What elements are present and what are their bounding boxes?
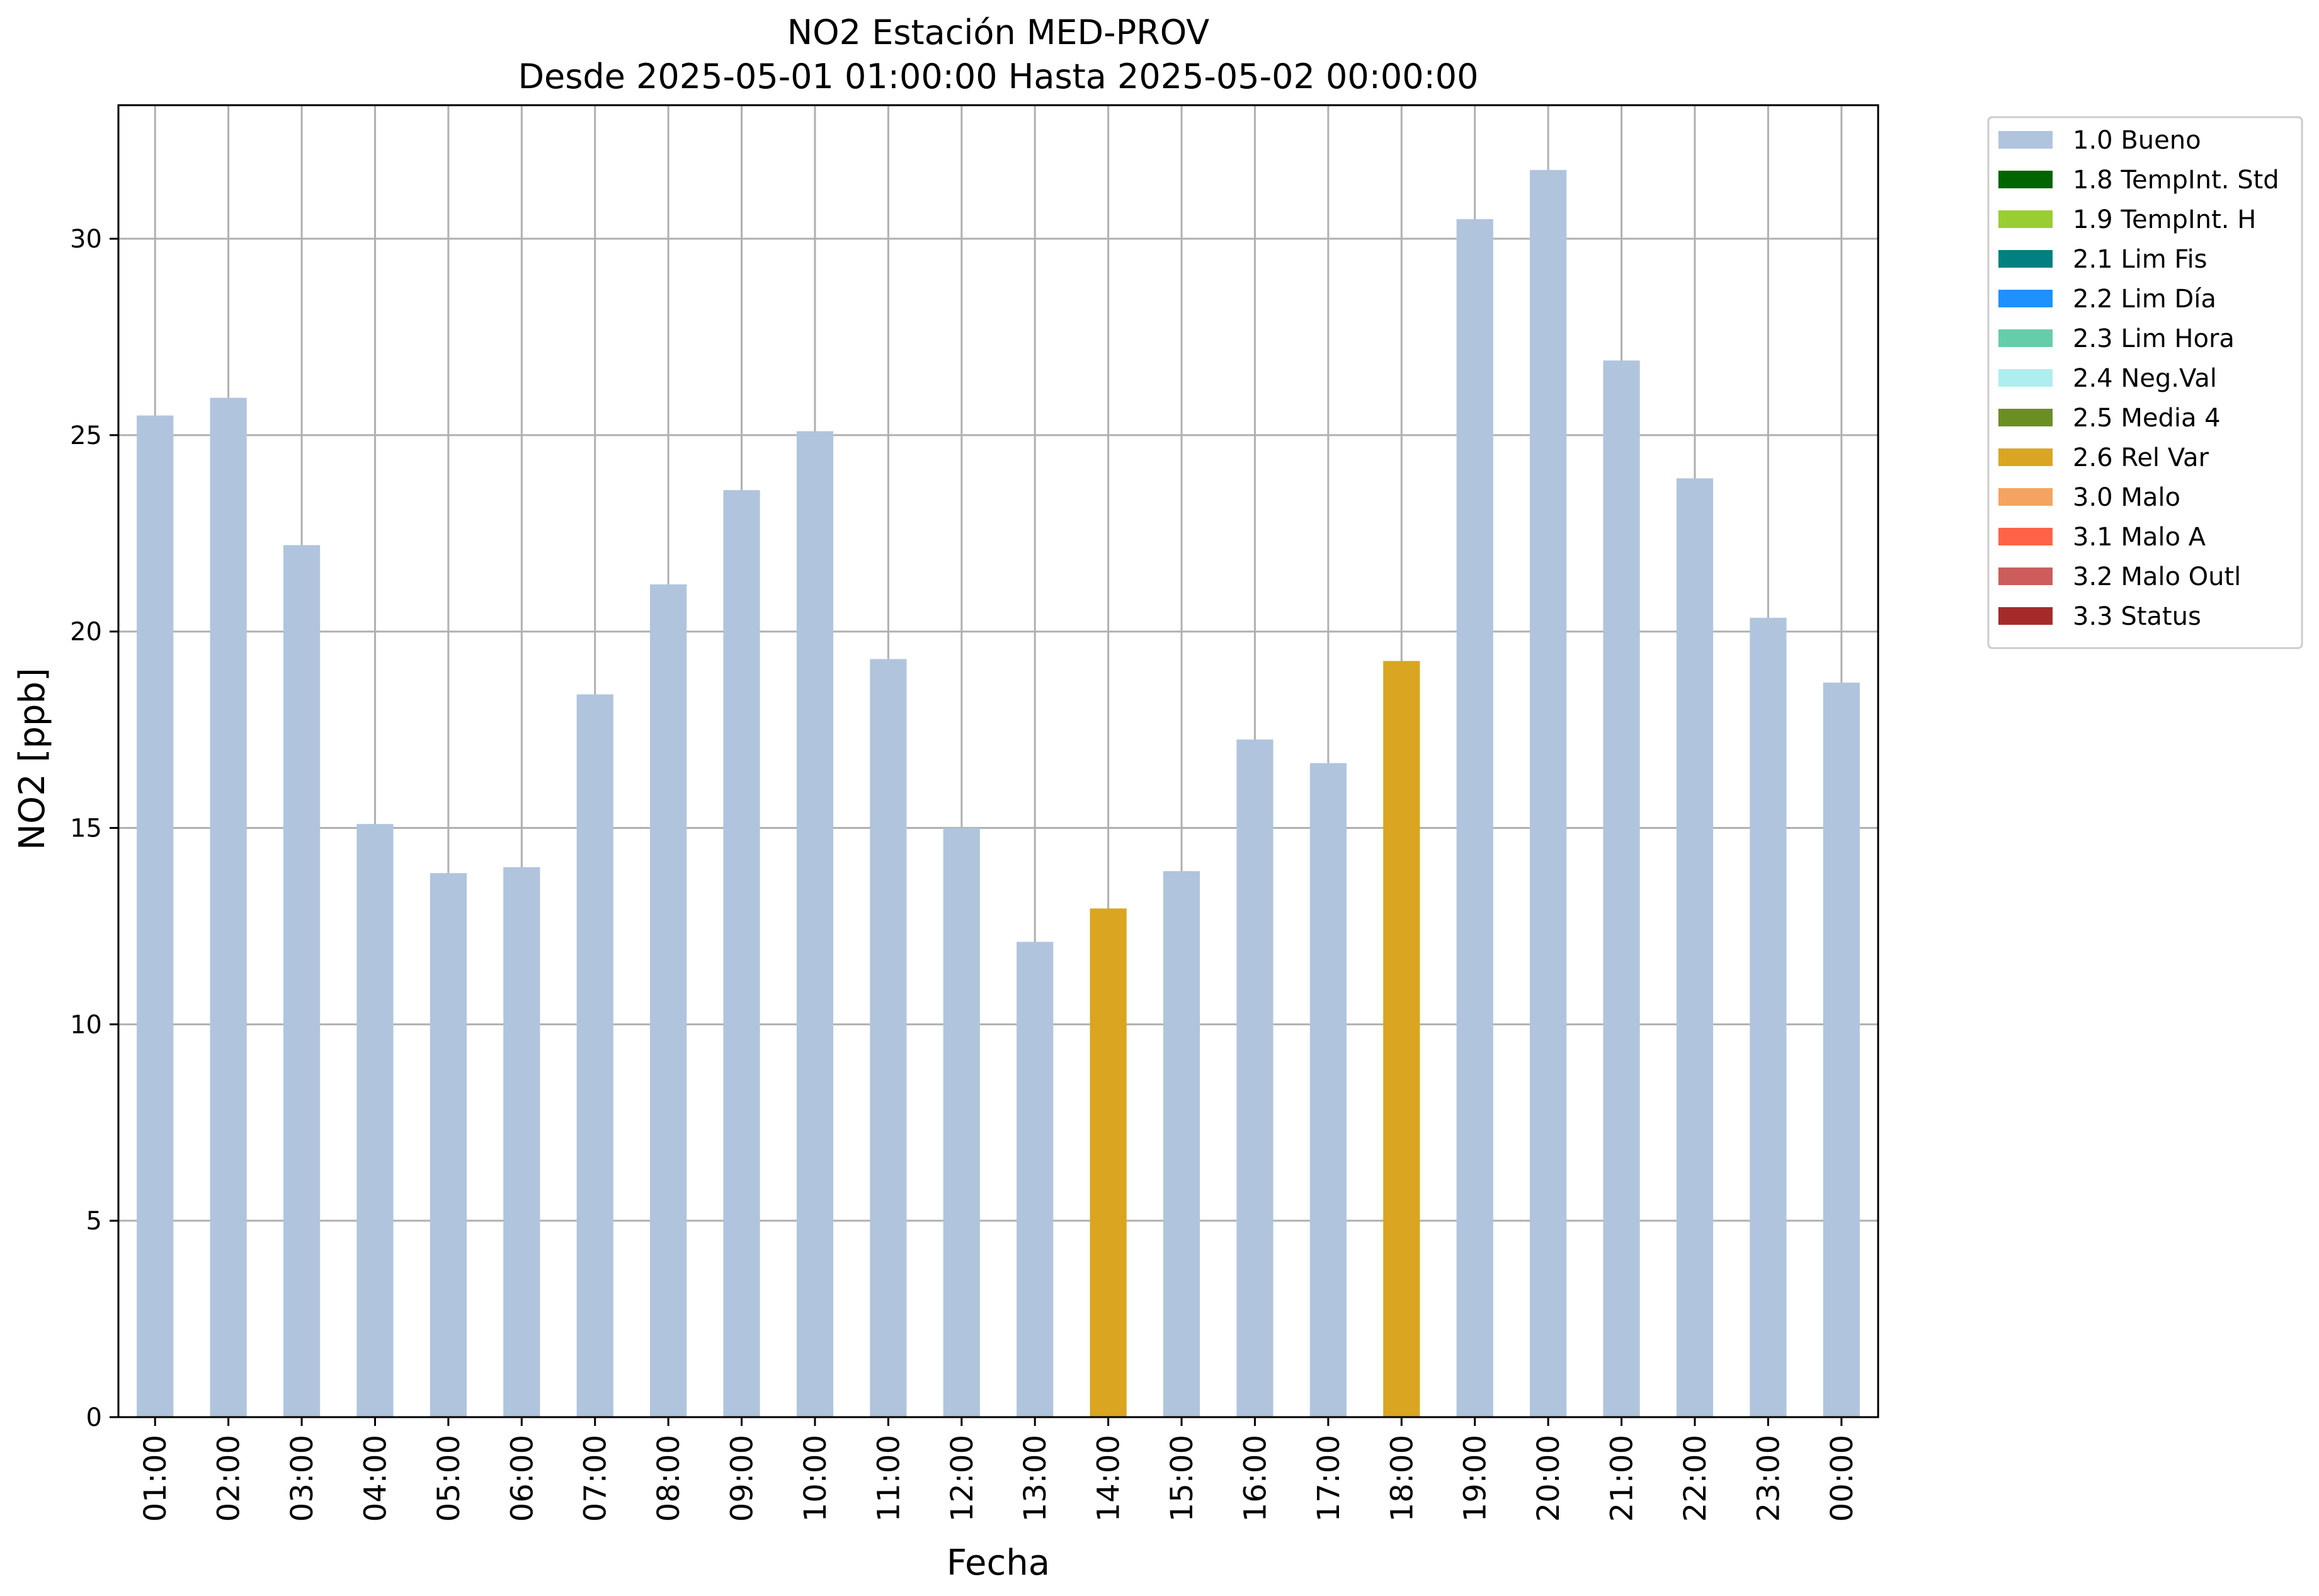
- x-tick-label: 06:00: [504, 1435, 540, 1522]
- x-tick-label: 09:00: [725, 1435, 760, 1522]
- legend-label: 1.9 TempInt. H: [2073, 205, 2256, 234]
- legend-label: 1.0 Bueno: [2073, 126, 2201, 155]
- y-tick-label: 15: [70, 814, 102, 843]
- legend-label: 3.2 Malo Outl: [2073, 562, 2241, 591]
- legend-swatch: [1998, 607, 2053, 625]
- legend-label: 2.3 Lim Hora: [2073, 324, 2235, 353]
- legend-swatch: [1998, 210, 2053, 228]
- y-axis-ticks: 0 5 10 15 20 25 30: [70, 225, 118, 1432]
- legend-swatch: [1998, 290, 2053, 307]
- legend-label: 2.4 Neg.Val: [2073, 364, 2217, 393]
- chart-title-line2: Desde 2025-05-01 01:00:00 Hasta 2025-05-…: [518, 57, 1478, 96]
- y-axis-label: NO2 [ppb]: [12, 668, 53, 850]
- legend-swatch: [1998, 567, 2053, 585]
- x-tick-label: 22:00: [1678, 1435, 1713, 1522]
- x-tick-label: 21:00: [1605, 1435, 1640, 1522]
- bar: [210, 397, 247, 1417]
- x-tick-label: 20:00: [1531, 1435, 1566, 1522]
- x-tick-label: 05:00: [431, 1435, 467, 1522]
- legend-swatch: [1998, 131, 2053, 149]
- plot-frame: [117, 104, 1879, 1418]
- bar: [356, 824, 394, 1417]
- legend-label: 2.2 Lim Día: [2073, 285, 2216, 314]
- legend-swatch: [1998, 369, 2053, 387]
- legend: 1.0 Bueno 1.8 TempInt. Std 1.9 TempInt. H 2…: [1987, 116, 2303, 649]
- x-tick-label: 12:00: [945, 1435, 980, 1522]
- y-tick-label: 10: [70, 1010, 102, 1039]
- y-tick-label: 0: [86, 1403, 102, 1432]
- legend-swatch: [1998, 329, 2053, 347]
- legend-label: 3.1 Malo A: [2073, 523, 2206, 552]
- x-tick-label: 15:00: [1165, 1435, 1200, 1522]
- chart-title-line1: NO2 Estación MED-PROV: [787, 13, 1209, 52]
- legend-label: 2.1 Lim Fis: [2073, 245, 2207, 274]
- legend-label: 1.8 TempInt. Std: [2073, 166, 2279, 195]
- x-tick-label: 17:00: [1311, 1435, 1347, 1522]
- legend-swatch: [1998, 409, 2053, 426]
- y-tick-label: 20: [70, 618, 102, 647]
- x-tick-label: 19:00: [1458, 1435, 1493, 1522]
- x-tick-label: 03:00: [285, 1435, 320, 1522]
- bars: [137, 169, 1860, 1418]
- bar: [283, 545, 321, 1418]
- bar: [1823, 682, 1860, 1417]
- bar: [870, 659, 907, 1417]
- y-tick-label: 5: [86, 1207, 102, 1236]
- x-tick-label: 10:00: [798, 1435, 833, 1522]
- legend-swatch: [1998, 250, 2053, 268]
- bar: [1236, 739, 1273, 1417]
- x-tick-label: 23:00: [1751, 1435, 1786, 1522]
- legend-label: 2.5 Media 4: [2073, 404, 2221, 433]
- bar: [1676, 478, 1714, 1418]
- legend-frame: [1987, 116, 2303, 649]
- legend-swatch: [1998, 528, 2053, 545]
- x-tick-label: 07:00: [578, 1435, 613, 1522]
- x-tick-label: 04:00: [358, 1435, 393, 1522]
- bar: [1456, 219, 1493, 1418]
- x-tick-label: 02:00: [212, 1435, 247, 1522]
- bar: [723, 490, 760, 1417]
- bar: [503, 867, 540, 1417]
- bar: [430, 873, 467, 1417]
- legend-swatch: [1998, 171, 2053, 188]
- y-tick-label: 25: [70, 421, 102, 450]
- bar: [796, 431, 834, 1417]
- x-tick-label: 13:00: [1018, 1435, 1053, 1522]
- legend-label: 3.3 Status: [2073, 602, 2201, 631]
- bar: [1090, 908, 1127, 1417]
- bar: [650, 584, 687, 1418]
- x-tick-label: 00:00: [1825, 1435, 1860, 1522]
- bar: [1603, 360, 1640, 1417]
- x-tick-label: 11:00: [871, 1435, 906, 1522]
- x-axis-label: Fecha: [947, 1542, 1050, 1583]
- legend-label: 3.0 Malo: [2073, 483, 2180, 512]
- y-tick-label: 30: [70, 225, 102, 254]
- bar: [1309, 763, 1347, 1417]
- legend-label: 2.6 Rel Var: [2073, 443, 2209, 472]
- bar: [1017, 942, 1054, 1417]
- bar: [1530, 169, 1567, 1417]
- bar: [1163, 871, 1200, 1417]
- x-tick-label: 01:00: [138, 1435, 173, 1522]
- legend-swatch: [1998, 488, 2053, 506]
- x-tick-label: 16:00: [1238, 1435, 1273, 1522]
- bar: [943, 828, 980, 1417]
- x-axis-ticks: 01:00 02:00 03:00 04:00 05:00 06:00 07:00 08:00…: [138, 1417, 1860, 1522]
- bar: [1383, 661, 1420, 1417]
- bar: [576, 694, 613, 1417]
- x-tick-label: 18:00: [1384, 1435, 1420, 1522]
- x-tick-label: 08:00: [651, 1435, 687, 1522]
- x-tick-label: 14:00: [1091, 1435, 1127, 1522]
- bar: [137, 415, 174, 1418]
- legend-swatch: [1998, 448, 2053, 466]
- bar: [1750, 617, 1787, 1418]
